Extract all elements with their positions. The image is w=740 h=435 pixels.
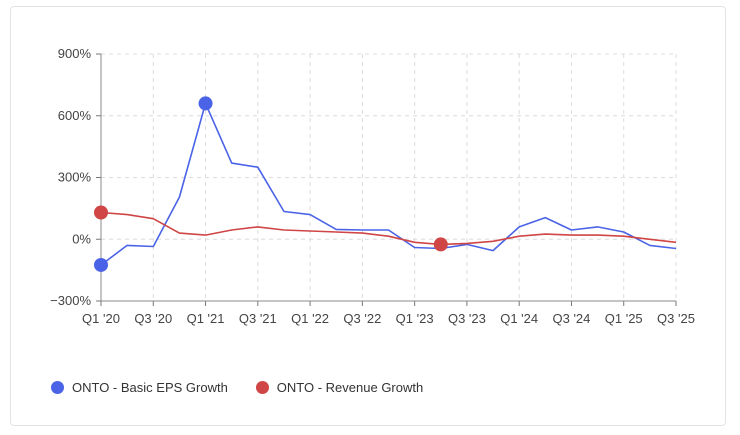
line-chart: −300% 0% 300% 600% 900% Q1 '20 Q3 '20 Q1 '21 Q3 … (50, 46, 695, 326)
revenue-growth-line (100, 211, 677, 246)
series (100, 102, 677, 266)
chart-card: −300% 0% 300% 600% 900% Q1 '20 Q3 '20 Q1 '21 Q3 … (10, 6, 726, 426)
markers (94, 96, 448, 272)
x-tick-label: Q3 '25 (657, 311, 695, 326)
x-tick-label: Q1 '25 (605, 311, 643, 326)
grid (100, 53, 677, 302)
x-tick-label: Q1 '20 (82, 311, 120, 326)
eps-growth-line (100, 102, 677, 266)
x-tick-label: Q3 '21 (239, 311, 277, 326)
legend-marker-revenue (255, 381, 269, 394)
legend-item-revenue[interactable]: ONTO - Revenue Growth (255, 380, 424, 395)
revenue-growth-point (94, 205, 108, 220)
x-tick-label: Q1 '22 (291, 311, 329, 326)
x-tick-label: Q1 '21 (187, 311, 225, 326)
y-tick-label: 600% (58, 108, 92, 123)
legend-item-eps[interactable]: ONTO - Basic EPS Growth (51, 380, 228, 395)
revenue-growth-point (433, 237, 448, 252)
legend-label-revenue: ONTO - Revenue Growth (276, 380, 424, 395)
y-tick-label: 0% (72, 231, 91, 246)
x-tick-label: Q3 '23 (448, 311, 486, 326)
y-tick-label: 900% (58, 46, 92, 61)
y-tick-label: 300% (58, 170, 92, 185)
x-tick-label: Q3 '22 (343, 311, 381, 326)
y-tick-label: −300% (50, 293, 91, 308)
x-tick-label: Q1 '24 (500, 311, 538, 326)
legend-label-eps: ONTO - Basic EPS Growth (72, 380, 228, 395)
x-tick-label: Q3 '20 (134, 311, 172, 326)
eps-growth-point (94, 257, 108, 272)
legend: ONTO - Basic EPS Growth ONTO - Revenue G… (51, 380, 423, 395)
legend-marker-eps (51, 381, 64, 394)
x-tick-label: Q1 '23 (396, 311, 434, 326)
eps-growth-point (198, 96, 213, 111)
x-tick-label: Q3 '24 (553, 311, 591, 326)
axes: −300% 0% 300% 600% 900% Q1 '20 Q3 '20 Q1 '21 Q3 … (50, 46, 695, 326)
